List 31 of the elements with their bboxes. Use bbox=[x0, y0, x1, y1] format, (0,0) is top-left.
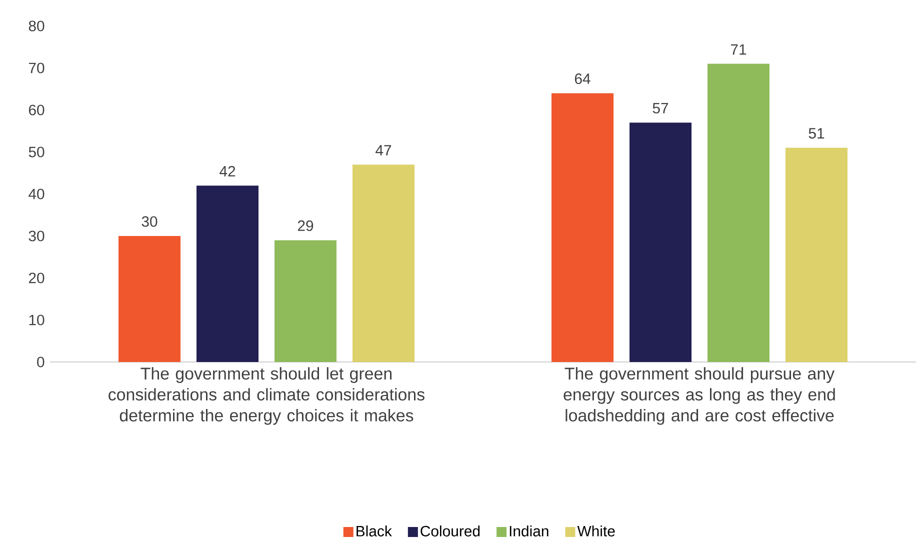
bar bbox=[786, 148, 848, 362]
bar bbox=[630, 122, 692, 362]
x-tick-label: The government should let green considerations and climate considerations determine the energy choices it makes bbox=[108, 367, 424, 425]
legend-label: Coloured bbox=[420, 525, 480, 536]
legend-label: Indian bbox=[510, 525, 548, 536]
data-label: 30 bbox=[142, 216, 158, 227]
data-label: 51 bbox=[808, 128, 824, 139]
bar bbox=[352, 164, 415, 362]
bar bbox=[708, 64, 770, 362]
data-label: 47 bbox=[376, 145, 392, 156]
data-label: 42 bbox=[220, 166, 236, 176]
y-tick-label: 80 bbox=[28, 20, 44, 32]
y-tick-label: 0 bbox=[37, 356, 44, 368]
data-label: 64 bbox=[574, 73, 590, 84]
bar bbox=[552, 93, 614, 362]
legend-label: Black bbox=[356, 525, 392, 536]
x-tick-label: The government should pursue any energy sources as long as they end loadshedding and are cost effective bbox=[564, 367, 835, 425]
data-label: 57 bbox=[652, 102, 668, 114]
y-tick-label: 30 bbox=[28, 230, 44, 242]
data-label: 29 bbox=[298, 220, 314, 232]
y-tick-label: 70 bbox=[28, 62, 44, 74]
data-label: 71 bbox=[730, 44, 746, 55]
bar bbox=[196, 186, 259, 362]
y-tick-label: 40 bbox=[28, 188, 44, 200]
y-tick-label: 50 bbox=[28, 146, 44, 158]
bar bbox=[118, 236, 181, 362]
y-tick-label: 20 bbox=[28, 272, 44, 284]
y-tick-label: 60 bbox=[28, 104, 44, 116]
bar bbox=[274, 240, 337, 362]
legend-label: White bbox=[577, 525, 615, 536]
y-tick-label: 10 bbox=[29, 314, 44, 326]
